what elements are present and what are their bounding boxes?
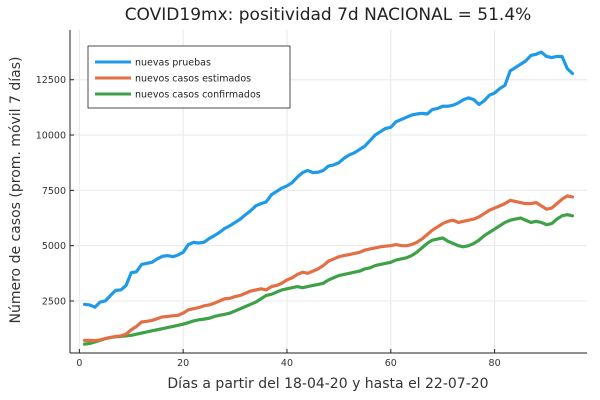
- legend-label-nuevas-pruebas: nuevas pruebas: [135, 58, 211, 69]
- y-tick-label: 12500: [36, 75, 66, 86]
- series-line-nuevas-pruebas: [82, 50, 575, 309]
- chart-title: COVID19mx: positividad 7d NACIONAL = 51.…: [125, 5, 532, 25]
- x-tick-label: 0: [76, 358, 82, 369]
- legend-label-nuevos-casos-estimados: nuevos casos estimados: [135, 74, 251, 85]
- legend-label-nuevos-casos-confirmados: nuevos casos confirmados: [135, 90, 261, 101]
- series-line-nuevos-casos-confirmados: [82, 213, 575, 346]
- x-tick-label: 60: [385, 358, 397, 369]
- y-tick-label: 2500: [42, 296, 66, 307]
- x-tick-label: 20: [177, 358, 189, 369]
- x-tick-label: 80: [489, 358, 501, 369]
- y-tick-label: 7500: [42, 186, 66, 197]
- tick-labels: 0 20 40 60 80 2500 5000 7500 10000 12500: [36, 75, 501, 369]
- x-tick-label: 40: [281, 358, 293, 369]
- y-axis-label: Número de casos (prom. móvil 7 días): [8, 57, 24, 324]
- series-lines: [82, 50, 575, 346]
- series-line-nuevos-casos-estimados: [82, 194, 575, 343]
- x-axis-label: Días a partir del 18-04-20 y hasta el 22…: [167, 376, 488, 392]
- axes: [69, 30, 587, 354]
- legend: nuevas pruebas nuevos casos estimados nu…: [87, 45, 291, 109]
- y-tick-label: 10000: [36, 131, 66, 142]
- y-tick-label: 5000: [42, 241, 66, 252]
